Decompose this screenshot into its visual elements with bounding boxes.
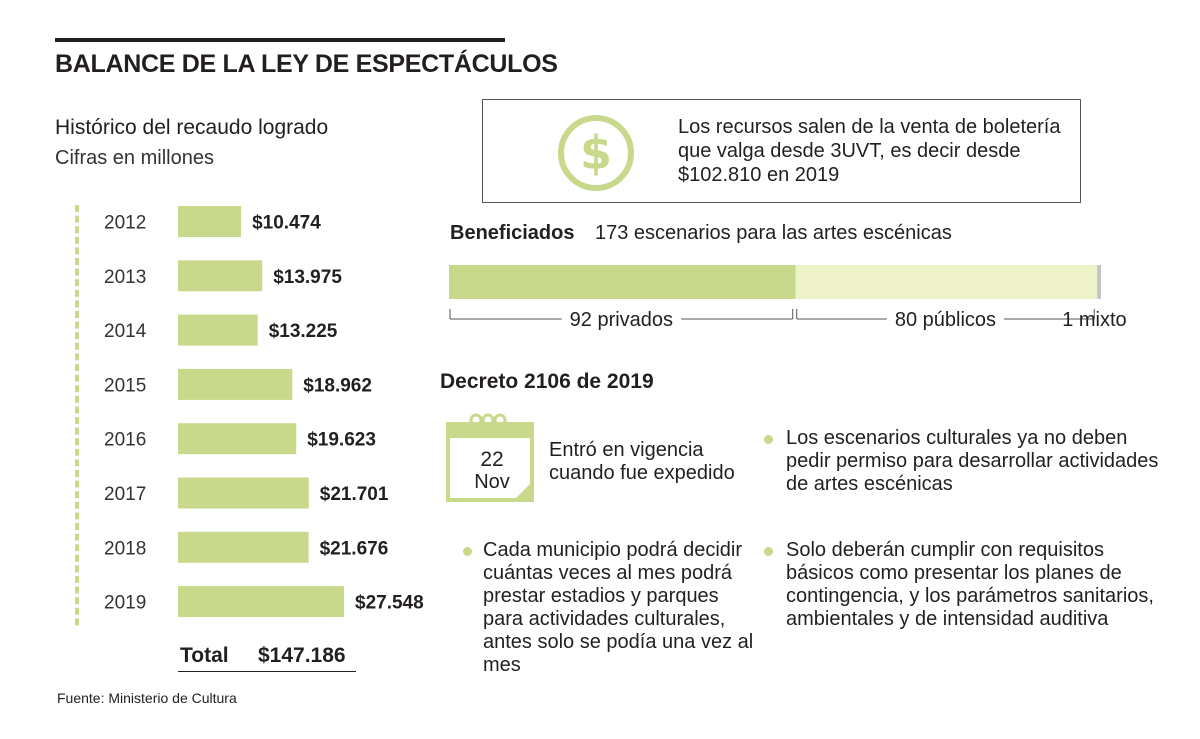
- value-label: $27.548: [355, 593, 424, 614]
- source-note: Fuente: Ministerio de Cultura: [57, 690, 237, 706]
- bar: [178, 368, 293, 400]
- axis-dash: [75, 279, 79, 287]
- axis-dash: [75, 565, 79, 573]
- bar: [178, 586, 344, 618]
- value-label: $18.962: [303, 375, 372, 396]
- axis-dash: [75, 258, 79, 265]
- category-label: 2017: [104, 484, 146, 505]
- axis-dash: [75, 576, 79, 583]
- value-label: $13.975: [273, 267, 342, 288]
- bullet-text-1: Los escenarios culturales ya no deben pe…: [786, 427, 1159, 495]
- axis-dash: [75, 236, 79, 244]
- bar: [178, 477, 309, 509]
- axis-dash: [75, 395, 79, 403]
- category-label: 2013: [104, 267, 146, 288]
- axis-dash: [75, 205, 79, 212]
- axis-dash: [75, 289, 79, 297]
- axis-dash: [75, 342, 79, 350]
- bar: [178, 314, 258, 346]
- bar: [178, 260, 263, 292]
- category-label: 2019: [104, 593, 146, 614]
- total-rule: [178, 671, 356, 672]
- category-label: 2012: [104, 213, 146, 234]
- axis-dash: [75, 512, 79, 520]
- axis-dash: [75, 491, 79, 499]
- axis-dash: [75, 427, 79, 435]
- bar: [178, 206, 242, 237]
- total-value: $147.186: [258, 644, 346, 667]
- stack-segment: [1097, 265, 1101, 299]
- axis-dash: [75, 311, 79, 318]
- stack-segment: [449, 265, 796, 299]
- axis-dash: [75, 523, 79, 530]
- axis-dash: [75, 438, 79, 446]
- axis-dash: [75, 554, 79, 562]
- beneficiados-text: 173 escenarios para las artes escénicas: [595, 222, 952, 244]
- axis-dash: [75, 226, 79, 234]
- axis-dash: [75, 607, 79, 615]
- dollar-coin-icon: $: [558, 115, 634, 191]
- segment-label: 92 privados: [570, 309, 673, 331]
- category-label: 2016: [104, 430, 146, 451]
- axis-dash: [75, 385, 79, 393]
- bullet-dot: [764, 547, 773, 556]
- axis-dash: [75, 417, 79, 424]
- axis-dash: [75, 321, 79, 329]
- bullet-dot: [764, 435, 773, 444]
- svg-text:$: $: [580, 126, 612, 180]
- info-text: Los recursos salen de la venta de bolete…: [678, 116, 1061, 186]
- axis-dash: [75, 268, 79, 276]
- segment-label: 1 mixto: [1062, 309, 1126, 331]
- axis-dash: [75, 533, 79, 541]
- value-label: $10.474: [252, 213, 321, 234]
- axis-dash: [75, 300, 79, 308]
- value-label: $19.623: [307, 430, 376, 451]
- value-label: $13.225: [269, 321, 338, 342]
- axis-dash: [75, 597, 79, 605]
- axis-dash: [75, 374, 79, 382]
- axis-dash: [75, 544, 79, 552]
- axis-dash: [75, 406, 79, 414]
- axis-dash: [75, 332, 79, 340]
- bullet-text-3: Solo deberán cumplir con requisitos bási…: [786, 539, 1154, 630]
- category-label: 2014: [104, 321, 147, 342]
- vigencia-text: Entró en vigencia cuando fue expedido: [549, 439, 735, 484]
- calendar-day: 22: [480, 448, 504, 471]
- value-label: $21.701: [320, 484, 389, 505]
- bar: [178, 423, 297, 455]
- axis-dash: [75, 618, 79, 626]
- axis-dash: [75, 364, 79, 371]
- total-label: Total: [180, 644, 229, 667]
- beneficiados-stacked-bar: 92 privados 80 públicos 1 mixto: [449, 265, 1127, 331]
- revenue-bar-chart: 2012 $10.474 2013 $13.975 2014 $13.225 2015 $18…: [75, 205, 424, 626]
- category-label: 2018: [104, 538, 146, 559]
- calendar-month: Nov: [474, 471, 510, 493]
- beneficiados-label: Beneficiados: [450, 222, 575, 244]
- value-label: $21.676: [320, 538, 389, 559]
- axis-dash: [75, 586, 79, 594]
- axis-dash: [75, 215, 79, 223]
- axis-dash: [75, 353, 79, 361]
- calendar-icon: [446, 413, 534, 502]
- axis-dash: [75, 459, 79, 467]
- axis-dash: [75, 480, 79, 488]
- axis-dash: [75, 448, 79, 456]
- bullet-dot: [463, 547, 472, 556]
- decreto-title: Decreto 2106 de 2019: [440, 370, 654, 393]
- axis-dash: [75, 501, 79, 509]
- chart-subtitle: Histórico del recaudo logrado: [55, 116, 329, 139]
- category-label: 2015: [104, 375, 146, 396]
- info-box: [482, 99, 1081, 203]
- bullet-text-2: Cada municipio podrá decidir cuántas vec…: [483, 539, 754, 676]
- axis-dash: [75, 470, 79, 477]
- stack-segment: [795, 265, 1098, 299]
- axis-dash: [75, 247, 79, 255]
- segment-label: 80 públicos: [895, 309, 996, 331]
- title-rule: [55, 38, 505, 42]
- chart-units: Cifras en millones: [55, 147, 214, 169]
- bar: [178, 531, 309, 563]
- page-title: BALANCE DE LA LEY DE ESPECTÁCULOS: [55, 50, 558, 78]
